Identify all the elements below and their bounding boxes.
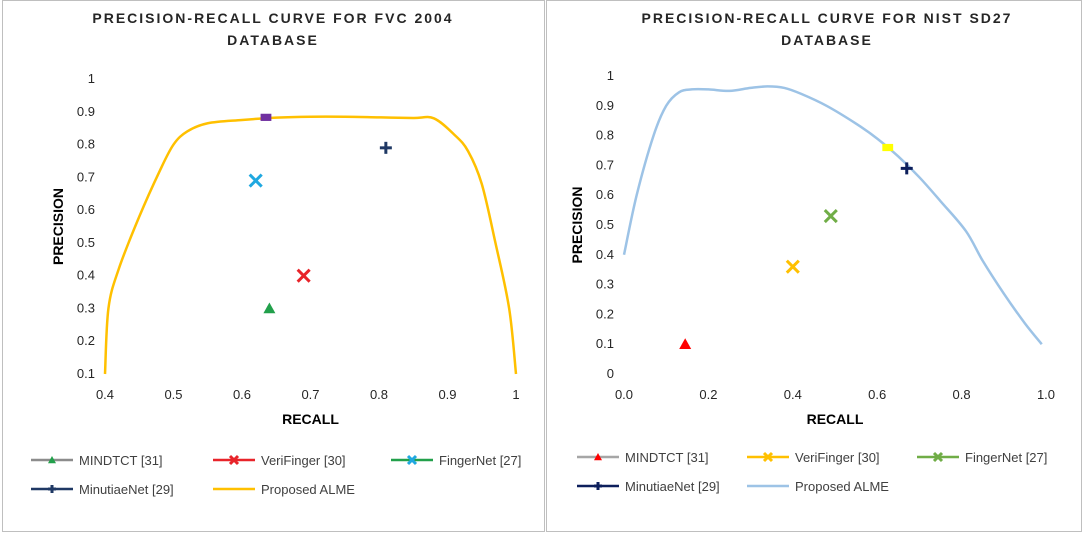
fvc-legend-marker (228, 454, 240, 466)
fvc-xtick-label: 0.9 (438, 387, 456, 402)
nist-legend-marker (762, 451, 774, 463)
fvc-legend-label: MinutiaeNet [29] (79, 482, 174, 497)
nist-y-axis-label: PRECISION (569, 186, 585, 263)
nist-xtick-label: 0.2 (699, 387, 717, 402)
nist-xtick-label: 0.6 (868, 387, 886, 402)
fvc-ytick-label: 0.8 (77, 137, 95, 152)
fvc-legend-item-mindtct-31: MINDTCT [31] (31, 453, 163, 468)
nist-point-mindtct-31 (679, 338, 692, 349)
nist-legend-label: FingerNet [27] (965, 450, 1047, 465)
nist-legend-item-fingernet-27: FingerNet [27] (917, 450, 1047, 465)
nist-legend-marker (594, 453, 602, 461)
fvc-ytick-label: 0.9 (77, 104, 95, 119)
nist-legend-item-proposed-alme: Proposed ALME (747, 479, 889, 494)
nist-xtick-label: 0.8 (953, 387, 971, 402)
nist-ytick-label: 0.2 (596, 306, 614, 321)
nist-point-fingernet-27 (823, 208, 838, 224)
fvc-point-minutiaenet-29 (379, 141, 392, 154)
fvc-ytick-label: 0.7 (77, 169, 95, 184)
nist-ytick-label: 0.4 (596, 247, 614, 262)
nist-ytick-label: 0.6 (596, 187, 614, 202)
fvc-legend-label: MINDTCT [31] (79, 453, 163, 468)
nist-ytick-label: 0 (607, 366, 614, 381)
fvc-point-fingernet-27 (248, 173, 263, 188)
nist-ytick-label: 0.1 (596, 336, 614, 351)
fvc-legend-marker (48, 456, 56, 464)
fvc-xtick-label: 0.5 (164, 387, 182, 402)
nist-xtick-label: 0.4 (784, 387, 802, 402)
fvc-ytick-label: 1 (88, 71, 95, 86)
fvc-ytick-label: 0.1 (77, 366, 95, 381)
fvc-legend-marker (406, 454, 418, 466)
fvc-legend-item-verifinger-30: VeriFinger [30] (213, 453, 346, 468)
fvc-legend-item-fingernet-27: FingerNet [27] (391, 453, 521, 468)
nist-legend-label: Proposed ALME (795, 479, 889, 494)
fvc-legend-label: Proposed ALME (261, 482, 355, 497)
fvc-title-line-2: DATABASE (227, 32, 319, 48)
nist-title-line-1: PRECISION-RECALL CURVE FOR NIST SD27 (642, 10, 1013, 26)
nist-ytick-label: 0.5 (596, 217, 614, 232)
nist-legend-item-minutiaenet-29: MinutiaeNet [29] (577, 479, 720, 494)
fvc-point-square (260, 113, 272, 121)
fvc-xtick-label: 0.4 (96, 387, 114, 402)
fvc-legend-label: FingerNet [27] (439, 453, 521, 468)
fvc-point-mindtct-31 (263, 302, 276, 314)
nist-point-square (882, 143, 894, 152)
nist-point-verifinger-30 (785, 259, 800, 274)
fvc-ytick-label: 0.4 (77, 268, 95, 283)
fvc-ytick-label: 0.2 (77, 333, 95, 348)
fvc-point-verifinger-30 (296, 268, 311, 283)
chart-panel-fvc2004: PRECISION-RECALL CURVE FOR FVC 2004 DATAB… (2, 0, 545, 532)
nist-legend-label: VeriFinger [30] (795, 450, 880, 465)
fvc-legend-marker (48, 485, 56, 493)
fvc-legend-item-minutiaenet-29: MinutiaeNet [29] (31, 482, 174, 497)
nist-ytick-label: 0.3 (596, 277, 614, 292)
fvc-ytick-label: 0.5 (77, 235, 95, 250)
fvc-xtick-label: 0.7 (301, 387, 319, 402)
fvc-y-axis-label: PRECISION (50, 188, 66, 265)
nist-legend-marker (594, 482, 602, 490)
nist-ytick-label: 0.8 (596, 128, 614, 143)
nist-ytick-label: 0.7 (596, 157, 614, 172)
nist-legend-marker (932, 451, 944, 463)
nist-legend-item-verifinger-30: VeriFinger [30] (747, 450, 880, 465)
chart-fvc2004: PRECISION-RECALL CURVE FOR FVC 2004 DATAB… (31, 10, 521, 497)
nist-title-line-2: DATABASE (781, 32, 873, 48)
fvc-title-line-1: PRECISION-RECALL CURVE FOR FVC 2004 (92, 10, 453, 26)
fvc-ytick-label: 0.3 (77, 300, 95, 315)
chart-nist-sd27: PRECISION-RECALL CURVE FOR NIST SD27 DATA… (569, 10, 1055, 494)
nist-legend-label: MINDTCT [31] (625, 450, 709, 465)
nist-ytick-label: 0.9 (596, 98, 614, 113)
fvc-xtick-label: 0.8 (370, 387, 388, 402)
chart-panel-nist-sd27: PRECISION-RECALL CURVE FOR NIST SD27 DATA… (546, 0, 1082, 532)
fvc-xtick-label: 1 (512, 387, 519, 402)
fvc-legend-label: VeriFinger [30] (261, 453, 346, 468)
nist-x-axis-label: RECALL (807, 411, 864, 427)
nist-series-proposed-alme (622, 85, 1043, 345)
nist-ytick-label: 1 (607, 68, 614, 83)
nist-point-minutiaenet-29 (900, 162, 913, 175)
nist-legend-label: MinutiaeNet [29] (625, 479, 720, 494)
fvc-xtick-label: 0.6 (233, 387, 251, 402)
fvc-x-axis-label: RECALL (282, 411, 339, 427)
nist-legend-item-mindtct-31: MINDTCT [31] (577, 450, 709, 465)
fvc-legend-item-proposed-alme: Proposed ALME (213, 482, 355, 497)
nist-xtick-label: 0.0 (615, 387, 633, 402)
fvc-ytick-label: 0.6 (77, 202, 95, 217)
nist-xtick-label: 1.0 (1037, 387, 1055, 402)
fvc-series-proposed-alme (103, 115, 518, 375)
